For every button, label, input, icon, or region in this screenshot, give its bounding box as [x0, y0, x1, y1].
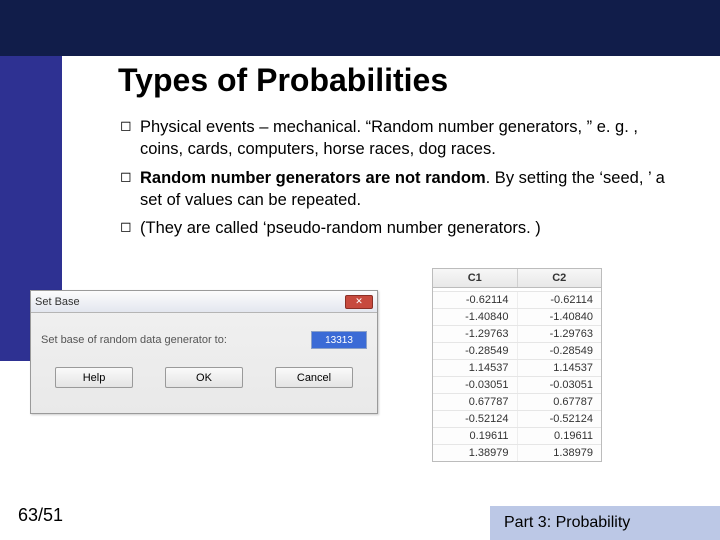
table-header: C1 C2 [433, 269, 601, 288]
table-cell: -0.28549 [433, 343, 518, 359]
close-icon[interactable]: ✕ [345, 295, 373, 309]
table-cell: 1.14537 [518, 360, 602, 376]
page-number: 63/51 [18, 505, 63, 526]
slide-title: Types of Probabilities [118, 62, 448, 99]
bullet-item: ◻ Random number generators are not rando… [120, 167, 680, 212]
table-row: 0.677870.67787 [433, 394, 601, 411]
table-cell: 1.14537 [433, 360, 518, 376]
table-cell: 0.67787 [518, 394, 602, 410]
table-cell: -0.62114 [518, 292, 602, 308]
table-row: -0.62114-0.62114 [433, 292, 601, 309]
dialog-titlebar: Set Base ✕ [31, 291, 377, 313]
table-row: -1.40840-1.40840 [433, 309, 601, 326]
set-base-dialog: Set Base ✕ Set base of random data gener… [30, 290, 378, 414]
table-cell: 0.19611 [433, 428, 518, 444]
table-cell: -0.28549 [518, 343, 602, 359]
table-row: -0.28549-0.28549 [433, 343, 601, 360]
ok-button[interactable]: OK [165, 367, 243, 388]
table-cell: -0.03051 [433, 377, 518, 393]
bullet-item: ◻ (They are called ‘pseudo-random number… [120, 217, 680, 239]
table-cell: -1.29763 [433, 326, 518, 342]
seed-input[interactable] [311, 331, 367, 349]
table-row: 0.196110.19611 [433, 428, 601, 445]
data-table: C1 C2 -0.62114-0.62114-1.40840-1.40840-1… [432, 268, 602, 462]
bullet-text: (They are called ‘pseudo-random number g… [140, 217, 680, 239]
help-button[interactable]: Help [55, 367, 133, 388]
bullet-marker: ◻ [120, 167, 140, 212]
bullet-marker: ◻ [120, 217, 140, 239]
seed-label: Set base of random data generator to: [41, 334, 227, 346]
bullet-text: Random number generators are not random.… [140, 167, 680, 212]
top-band [0, 0, 720, 56]
cancel-button[interactable]: Cancel [275, 367, 353, 388]
dialog-row: Set base of random data generator to: [41, 331, 367, 349]
table-cell: 0.19611 [518, 428, 602, 444]
bullet-list: ◻ Physical events – mechanical. “Random … [120, 116, 680, 245]
footer-text: Part 3: Probability [504, 514, 630, 532]
dialog-title: Set Base [35, 296, 80, 308]
dialog-button-row: Help OK Cancel [41, 367, 367, 392]
table-row: 1.389791.38979 [433, 445, 601, 461]
column-header: C1 [433, 269, 518, 287]
bullet-text: Physical events – mechanical. “Random nu… [140, 116, 680, 161]
column-header: C2 [518, 269, 602, 287]
table-cell: 1.38979 [518, 445, 602, 461]
table-row: -0.52124-0.52124 [433, 411, 601, 428]
table-cell: -1.40840 [433, 309, 518, 325]
table-cell: -1.29763 [518, 326, 602, 342]
table-cell: -0.62114 [433, 292, 518, 308]
table-row: -1.29763-1.29763 [433, 326, 601, 343]
bullet-marker: ◻ [120, 116, 140, 161]
table-cell: 1.38979 [433, 445, 518, 461]
table-cell: -0.03051 [518, 377, 602, 393]
table-cell: -1.40840 [518, 309, 602, 325]
slide-root: Types of Probabilities ◻ Physical events… [0, 0, 720, 540]
table-cell: 0.67787 [433, 394, 518, 410]
table-row: 1.145371.14537 [433, 360, 601, 377]
bullet-item: ◻ Physical events – mechanical. “Random … [120, 116, 680, 161]
table-cell: -0.52124 [518, 411, 602, 427]
table-row: -0.03051-0.03051 [433, 377, 601, 394]
footer-band: Part 3: Probability [490, 506, 720, 540]
table-cell: -0.52124 [433, 411, 518, 427]
dialog-body: Set base of random data generator to: He… [31, 313, 377, 398]
table-body: -0.62114-0.62114-1.40840-1.40840-1.29763… [433, 292, 601, 461]
